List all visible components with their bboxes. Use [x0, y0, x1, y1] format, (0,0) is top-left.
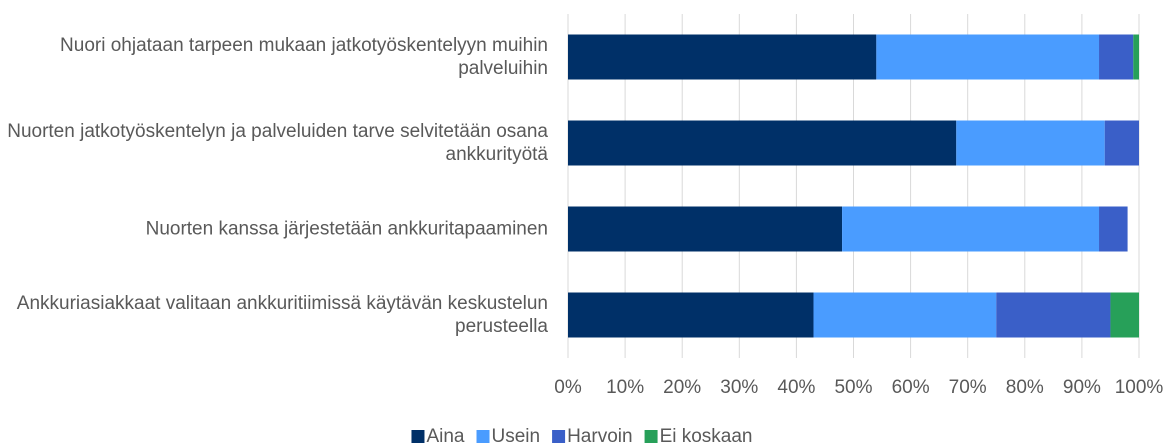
y-tick-text: Nuorten kanssa järjestetään ankkuritapaa… — [145, 218, 548, 240]
x-tick-label: 50% — [834, 377, 872, 398]
y-tick-label: Ankkuriasiakkaat valitaan ankkuritiimiss… — [0, 292, 548, 338]
bar-segment — [1110, 292, 1139, 338]
bar-segment — [842, 206, 1100, 252]
y-tick-label: Nuorten kanssa järjestetään ankkuritapaa… — [0, 218, 548, 241]
legend-swatch — [411, 430, 425, 443]
y-tick-text: Ankkuriasiakkaat valitaan ankkuritiimiss… — [16, 293, 548, 337]
bar-segment — [996, 292, 1111, 338]
y-tick-label: Nuorten jatkotyöskentelyn ja palveluiden… — [0, 120, 548, 166]
legend-swatch — [552, 430, 566, 443]
bar-segment — [1099, 206, 1128, 252]
y-tick-label: Nuori ohjataan tarpeen mukaan jatkotyösk… — [0, 34, 548, 80]
x-tick-label: 20% — [663, 377, 701, 398]
legend-swatch — [644, 430, 658, 443]
x-tick-label: 10% — [606, 377, 644, 398]
bar-segment — [1133, 34, 1139, 80]
y-tick-text: Nuori ohjataan tarpeen mukaan jatkotyösk… — [60, 35, 548, 79]
x-tick-label: 60% — [892, 377, 930, 398]
bar-segment — [876, 34, 1100, 80]
legend-label: Aina — [426, 426, 464, 447]
legend-label: Harvoin — [567, 426, 632, 447]
bar-segment — [568, 292, 814, 338]
x-tick-label: 100% — [1115, 377, 1164, 398]
bar-segment — [568, 120, 957, 166]
y-tick-text: Nuorten jatkotyöskentelyn ja palveluiden… — [7, 121, 548, 165]
bar-segment — [813, 292, 997, 338]
legend-label: Ei koskaan — [660, 426, 753, 447]
x-tick-label: 80% — [1006, 377, 1044, 398]
x-tick-label: 90% — [1063, 377, 1101, 398]
x-tick-label: 40% — [777, 377, 815, 398]
x-tick-label: 70% — [949, 377, 987, 398]
bar-segment — [956, 120, 1105, 166]
x-tick-label: 0% — [554, 377, 582, 398]
bar-segment — [568, 34, 877, 80]
bar-segment — [1099, 34, 1134, 80]
legend-label: Usein — [492, 426, 541, 447]
bar-segment — [568, 206, 843, 252]
bar-segment — [1104, 120, 1139, 166]
x-tick-label: 30% — [720, 377, 758, 398]
legend-swatch — [476, 430, 490, 443]
